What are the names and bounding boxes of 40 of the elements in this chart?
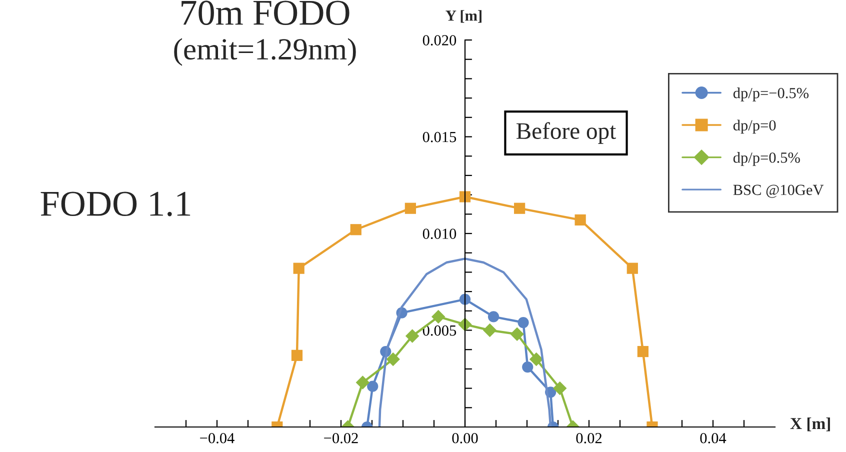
point bbox=[529, 352, 544, 366]
legend-label: dp/p=0 bbox=[733, 120, 776, 134]
point bbox=[552, 381, 567, 396]
point bbox=[431, 310, 446, 324]
point bbox=[488, 311, 500, 322]
point bbox=[404, 202, 416, 214]
point bbox=[293, 262, 304, 274]
point bbox=[356, 376, 370, 390]
x-tick-label: −0.02 bbox=[324, 432, 358, 444]
text: 70m FODO bbox=[182, 0, 350, 26]
point bbox=[522, 361, 534, 373]
point bbox=[291, 350, 303, 361]
y-axis-title: Y [m] bbox=[446, 10, 482, 23]
point bbox=[482, 323, 497, 338]
legend-label: BSC @10GeV bbox=[733, 184, 824, 198]
legend-label: dp/p=0.5% bbox=[733, 152, 800, 166]
x-tick-label: 0.00 bbox=[452, 432, 478, 444]
y-tick-label: 0.010 bbox=[422, 228, 456, 240]
point bbox=[386, 352, 400, 366]
point bbox=[626, 262, 638, 274]
point bbox=[350, 224, 362, 236]
x-axis-title: X [m] bbox=[790, 417, 830, 432]
y-tick-label: 0.020 bbox=[422, 35, 456, 46]
y-tick-label: 0.005 bbox=[422, 325, 456, 336]
annotation: FODO 1.1 bbox=[40, 192, 190, 216]
point bbox=[514, 202, 526, 214]
point bbox=[518, 316, 529, 328]
point bbox=[637, 346, 648, 358]
point bbox=[574, 214, 586, 226]
annotation: (emit=1.29nm) bbox=[174, 38, 356, 66]
legend-label: dp/p=−0.5% bbox=[733, 87, 809, 102]
x-tick-label: 0.04 bbox=[700, 432, 726, 444]
point bbox=[510, 327, 524, 341]
y-tick-label: 0.015 bbox=[422, 132, 456, 142]
point bbox=[405, 329, 420, 343]
point bbox=[367, 380, 378, 392]
x-tick-label: 0.02 bbox=[576, 432, 602, 444]
point bbox=[459, 191, 471, 202]
annotation: Before opt bbox=[516, 122, 616, 144]
x-tick-label: −0.04 bbox=[200, 432, 234, 444]
